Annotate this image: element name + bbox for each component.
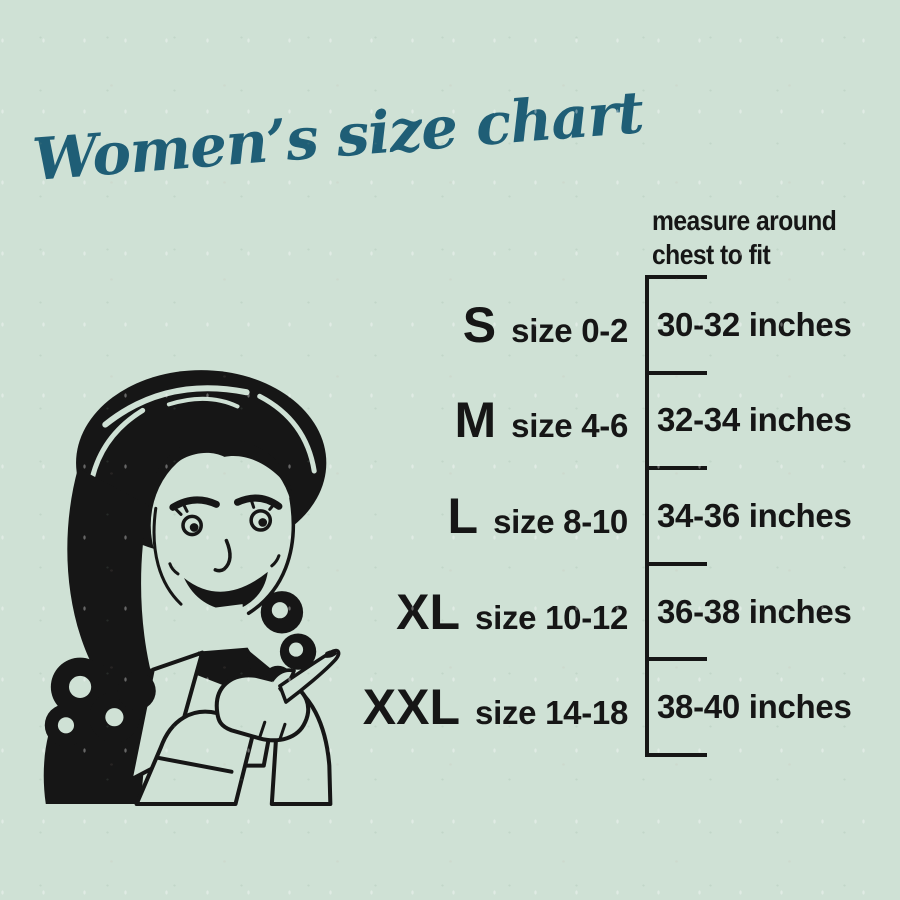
page-title: Women’s size chart: [30, 78, 646, 194]
chest-cell: 34-36 inches: [657, 497, 852, 535]
chest-range: 36-38 inches: [657, 592, 852, 630]
size-row: M size 4-6 32-34 inches: [0, 373, 900, 469]
size-cell: S size 0-2: [462, 296, 629, 354]
size-row: S size 0-2 30-32 inches: [0, 277, 900, 373]
dress-size-label: size 10-12: [475, 598, 628, 636]
woman-neck: [200, 604, 247, 660]
measure-note-line2: chest to fit: [652, 238, 771, 270]
size-code: XL: [396, 583, 461, 640]
size-cell: XXL size 14-18: [362, 678, 629, 736]
chest-range: 32-34 inches: [657, 401, 852, 439]
retro-woman-pointing-illustration: [43, 370, 341, 806]
size-cell: M size 4-6: [455, 391, 629, 449]
size-row: L size 8-10 34-36 inches: [0, 468, 900, 564]
size-row: XXL size 14-18 38-40 inches: [0, 659, 900, 755]
ruler-line: [645, 275, 649, 757]
chest-range: 38-40 inches: [657, 688, 852, 726]
woman-pointing-hand: [134, 648, 341, 806]
chest-cell: 32-34 inches: [657, 401, 852, 439]
measure-note: measure around chest to fit: [652, 204, 837, 271]
dress-size-label: size 4-6: [511, 407, 628, 445]
dress-size-label: size 0-2: [511, 311, 628, 349]
chest-cell: 30-32 inches: [657, 306, 852, 344]
measure-note-line1: measure around: [652, 205, 837, 236]
dress-size-label: size 8-10: [493, 502, 628, 540]
size-code: S: [462, 296, 497, 353]
chest-cell: 38-40 inches: [657, 688, 852, 726]
woman-face: [150, 437, 296, 616]
size-rows: S size 0-2 30-32 inches M size 4-6 32-34…: [0, 277, 900, 755]
size-row: XL size 10-12 36-38 inches: [0, 564, 900, 660]
dress-size-label: size 14-18: [475, 694, 628, 732]
chest-range: 30-32 inches: [657, 305, 852, 343]
chest-range: 34-36 inches: [657, 496, 852, 534]
chest-cell: 36-38 inches: [657, 593, 852, 631]
size-cell: L size 8-10: [447, 487, 629, 545]
size-code: XXL: [362, 679, 461, 736]
size-code: M: [454, 392, 497, 449]
size-code: L: [447, 487, 479, 544]
size-cell: XL size 10-12: [396, 583, 628, 641]
